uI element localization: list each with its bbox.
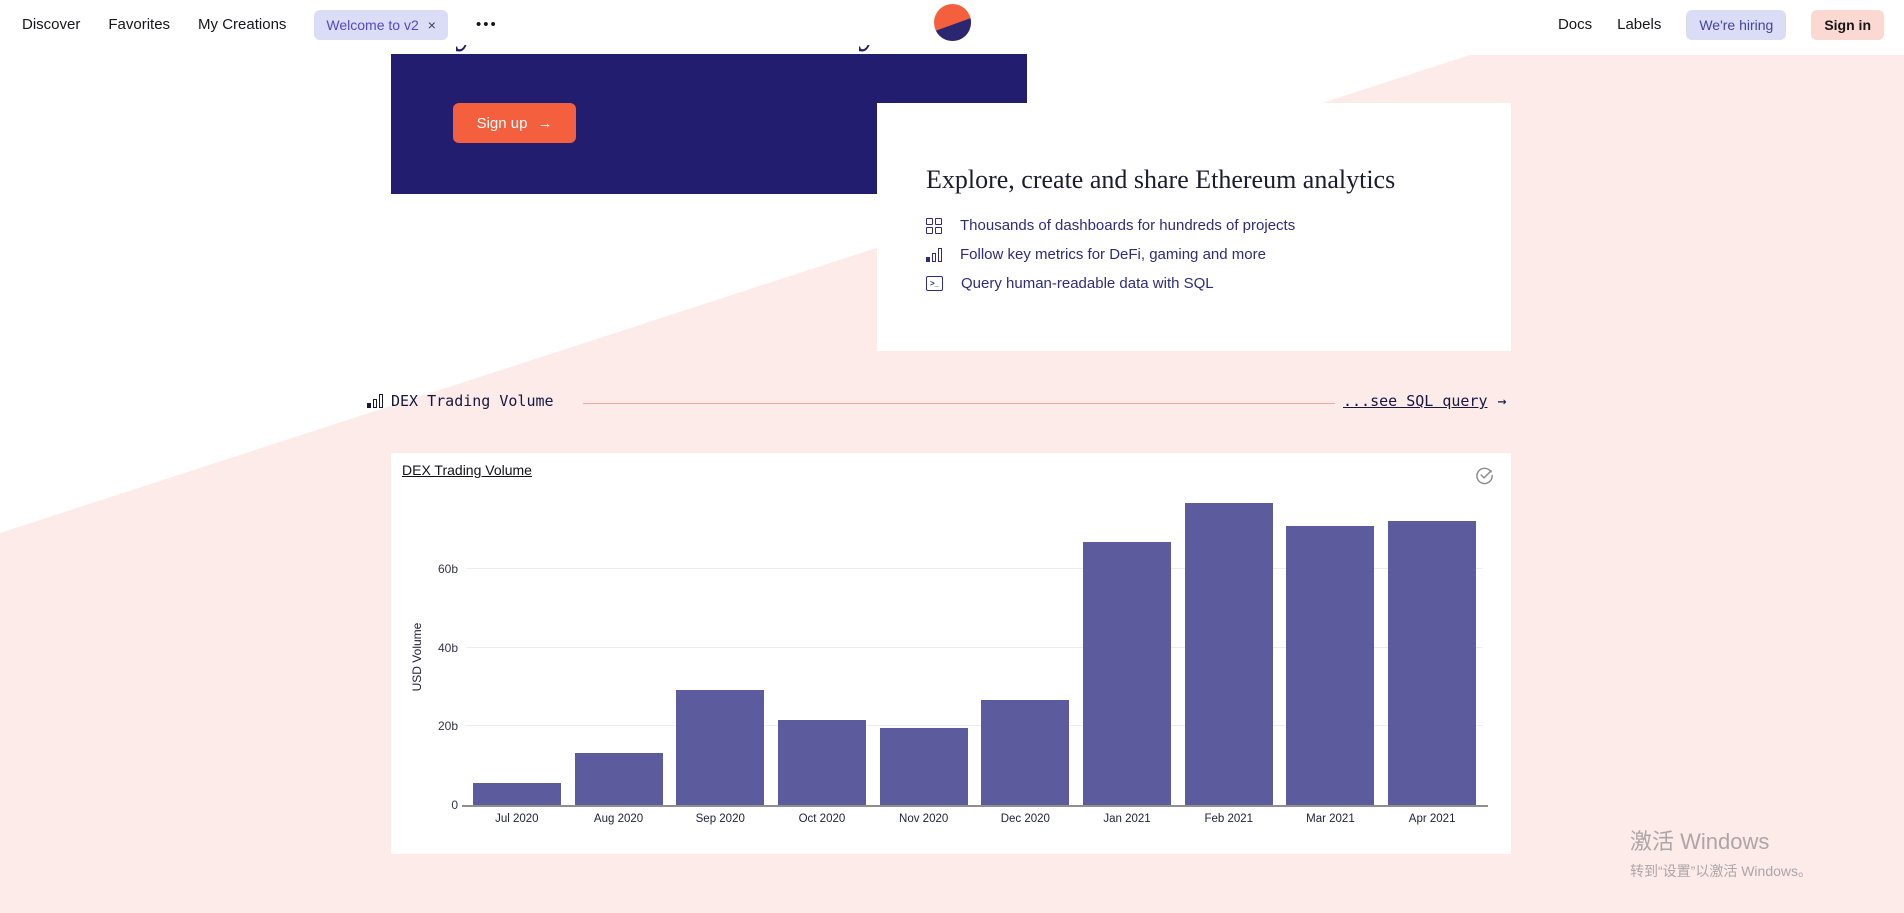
bullet-link-metrics[interactable]: Follow key metrics for DeFi, gaming and … xyxy=(960,246,1266,263)
chart-plot: 0 20b 40b 60b xyxy=(438,490,1483,812)
x-tick-label: Aug 2020 xyxy=(593,813,644,825)
bar[interactable] xyxy=(1083,542,1172,805)
x-tick-label: Dec 2020 xyxy=(1000,813,1050,825)
nav-left-group: Discover Favorites My Creations Welcome … xyxy=(0,9,498,40)
windows-activation-watermark: 激活 Windows 转到“设置”以激活 Windows。 xyxy=(1630,824,1812,881)
bar[interactable] xyxy=(777,719,866,805)
bar[interactable] xyxy=(1184,503,1273,805)
info-card: Explore, create and share Ethereum analy… xyxy=(877,103,1511,351)
clipped-headline-fragment: y xyxy=(858,45,884,54)
chart-card: DEX Trading Volume USD Volume 0 20b 40b 60b… xyxy=(391,453,1511,854)
sign-in-button[interactable]: Sign in xyxy=(1811,9,1884,40)
bar[interactable] xyxy=(1286,526,1375,805)
sign-up-label: Sign up xyxy=(476,114,528,132)
y-tick-label: 20b xyxy=(437,719,458,734)
section-header: DEX Trading Volume ...see SQL query → xyxy=(0,390,1904,416)
x-tick-label: Oct 2020 xyxy=(798,813,846,825)
x-tick-label: Feb 2021 xyxy=(1204,813,1254,825)
arrow-right-icon: → xyxy=(1497,392,1507,410)
list-item: Follow key metrics for DeFi, gaming and … xyxy=(926,246,1511,263)
section-title: DEX Trading Volume xyxy=(391,392,554,410)
bar[interactable] xyxy=(472,782,561,805)
bar[interactable] xyxy=(574,753,663,805)
watermark-line1: 激活 Windows xyxy=(1630,829,1770,854)
bar[interactable] xyxy=(1388,521,1477,805)
bullet-link-sql[interactable]: Query human-readable data with SQL xyxy=(961,275,1214,292)
sign-up-button[interactable]: Sign up → xyxy=(453,103,576,143)
bar[interactable] xyxy=(676,689,765,805)
info-bullet-list: Thousands of dashboards for hundreds of … xyxy=(926,217,1511,292)
bar-chart-icon xyxy=(926,247,942,262)
x-tick-label: Nov 2020 xyxy=(899,813,949,825)
list-item: Thousands of dashboards for hundreds of … xyxy=(926,217,1511,234)
bullet-link-dashboards[interactable]: Thousands of dashboards for hundreds of … xyxy=(960,217,1296,234)
bar-chart-icon xyxy=(367,394,383,408)
nav-item-favorites[interactable]: Favorites xyxy=(108,16,171,33)
y-tick-label: 40b xyxy=(437,640,458,655)
nav-item-my-creations[interactable]: My Creations xyxy=(198,16,287,33)
section-divider xyxy=(583,403,1335,404)
x-axis-line xyxy=(462,805,1488,807)
terminal-icon: >_ xyxy=(926,276,943,291)
watermark-line2: 转到“设置”以激活 Windows。 xyxy=(1630,863,1813,879)
gridline xyxy=(466,646,1483,648)
chart-title-link[interactable]: DEX Trading Volume xyxy=(402,462,532,478)
nav-right-group: Docs Labels We're hiring Sign in xyxy=(1558,0,1884,49)
info-card-title: Explore, create and share Ethereum analy… xyxy=(926,165,1396,194)
x-tick-label: Sep 2020 xyxy=(695,813,745,825)
x-tick-label: Mar 2021 xyxy=(1306,813,1355,825)
y-tick-label: 0 xyxy=(451,798,458,812)
check-circle-icon[interactable] xyxy=(1475,466,1494,490)
nav-item-docs[interactable]: Docs xyxy=(1557,16,1593,33)
close-icon[interactable]: × xyxy=(427,16,436,33)
x-tick-label: Jul 2020 xyxy=(495,813,539,825)
gridline xyxy=(466,567,1483,569)
list-item: >_ Query human-readable data with SQL xyxy=(926,275,1511,292)
y-axis-label: USD Volume xyxy=(410,622,424,692)
dune-logo-icon[interactable] xyxy=(934,4,971,41)
y-tick-label: 60b xyxy=(437,561,458,576)
see-sql-query-label: ...see SQL query xyxy=(1343,392,1488,410)
nav-item-labels[interactable]: Labels xyxy=(1617,16,1662,33)
x-tick-label: Jan 2021 xyxy=(1103,813,1151,825)
x-tick-label: Apr 2021 xyxy=(1408,813,1456,825)
nav-item-discover[interactable]: Discover xyxy=(22,16,81,33)
clipped-headline-fragment: y xyxy=(455,45,481,54)
gridline xyxy=(466,725,1483,727)
bar[interactable] xyxy=(981,699,1070,805)
more-menu-icon[interactable]: ••• xyxy=(475,16,498,33)
arrow-right-icon: → xyxy=(537,114,553,132)
welcome-tag-label: Welcome to v2 xyxy=(326,16,419,33)
see-sql-query-link[interactable]: ...see SQL query → xyxy=(1343,392,1507,410)
bar[interactable] xyxy=(879,727,968,805)
navbar: Discover Favorites My Creations Welcome … xyxy=(0,0,1904,49)
dashboard-grid-icon xyxy=(926,217,942,234)
welcome-to-v2-tag[interactable]: Welcome to v2 × xyxy=(314,9,448,40)
were-hiring-badge[interactable]: We're hiring xyxy=(1686,9,1787,40)
